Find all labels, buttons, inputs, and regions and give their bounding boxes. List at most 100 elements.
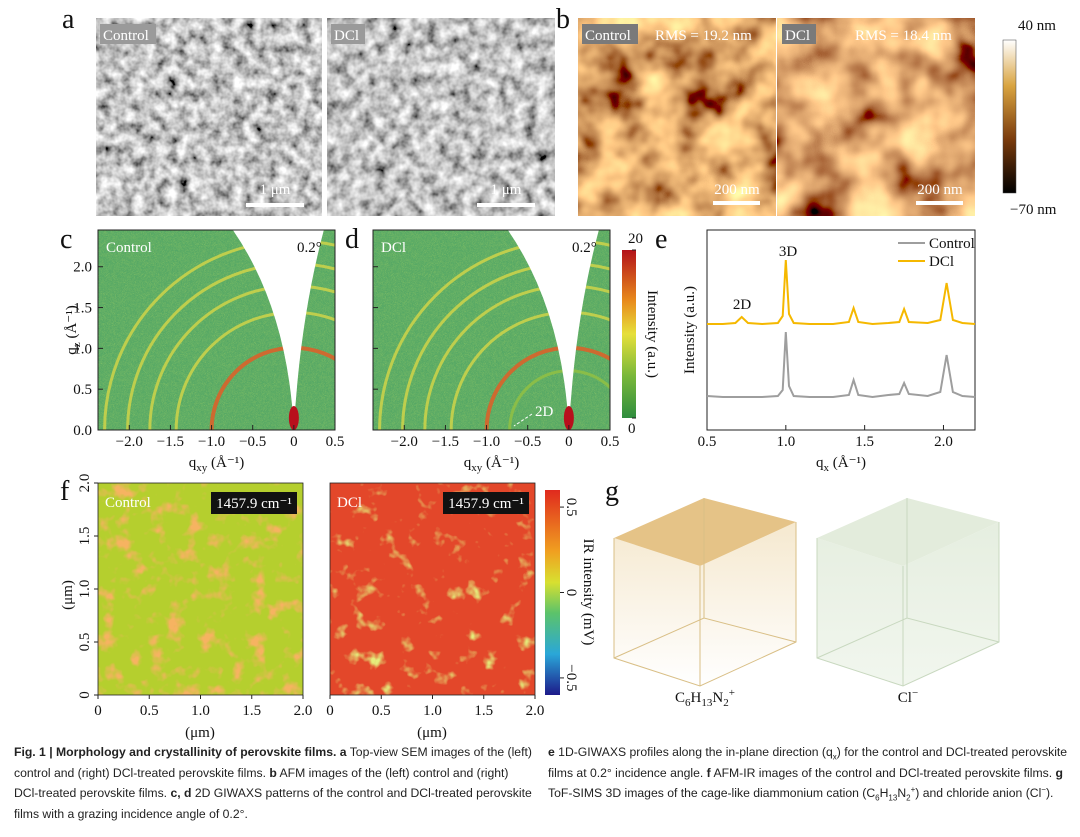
- caption-run: AFM images of the (left) control and (ri…: [14, 765, 509, 801]
- y-tick-label: 0.5: [73, 382, 92, 398]
- annotation-arrow: [513, 413, 533, 427]
- colorbar-label: 40 nm: [1018, 18, 1056, 34]
- caption-run: ) for the control and DCl-treated perovs…: [548, 745, 1068, 780]
- image-tag: DCl: [381, 240, 406, 256]
- axis-symbol: q: [816, 455, 824, 471]
- tag-box: [331, 24, 365, 44]
- scale-text: 1 μm: [260, 182, 291, 198]
- scale-text: 200 nm: [714, 182, 760, 198]
- colorbar-tick-label: −0.5: [563, 664, 579, 691]
- missing-wedge: [232, 230, 324, 430]
- y-axis-label: (μm): [60, 580, 76, 610]
- axis-symbol: q: [464, 455, 472, 471]
- image-tag: DCl: [785, 28, 810, 44]
- x-tick-label: 0: [326, 703, 334, 719]
- x-tick-label: 0: [94, 703, 102, 719]
- x-tick-label: 1.0: [423, 703, 442, 719]
- x-tick-label: 1.5: [474, 703, 493, 719]
- panel-label: f: [60, 476, 70, 507]
- y-tick-label: 0: [77, 691, 93, 699]
- x-tick-label: −1.5: [157, 434, 184, 450]
- x-tick-label: 0.5: [326, 434, 345, 450]
- formula-part: 6: [685, 697, 691, 709]
- x-axis-label: (μm): [417, 725, 447, 740]
- formula-part: −: [912, 687, 918, 699]
- axis-symbol: q: [189, 455, 197, 471]
- legend-label: DCl: [929, 254, 954, 270]
- formula-part: Cl: [898, 690, 912, 706]
- image-tag: DCl: [337, 495, 362, 511]
- colorbar-tick-label: 0.5: [563, 498, 579, 517]
- giwaxs-image: [373, 230, 610, 430]
- x-tick-label: 0: [290, 434, 298, 450]
- x-tick-label: 2.0: [526, 703, 545, 719]
- caption-run: a: [339, 745, 347, 759]
- x-axis-label: (μm): [185, 725, 215, 740]
- colorbar: [1002, 39, 1017, 194]
- caption-run: 6: [875, 793, 880, 803]
- annotation: 2D: [535, 404, 554, 420]
- x-tick-label: −2.0: [116, 434, 143, 450]
- x-tick-label: 1.5: [242, 703, 261, 719]
- wavenumber: 1457.9 cm⁻¹: [448, 496, 524, 512]
- caption-run: 1D-GIWAXS profiles along the in-plane di…: [554, 745, 833, 759]
- specular-spot: [288, 406, 299, 430]
- image-tag: DCl: [334, 28, 359, 44]
- x-tick-label: −1.5: [432, 434, 459, 450]
- caption-run: c, d: [170, 786, 192, 800]
- caption-run: 2D GIWAXS patterns of the control and DC…: [14, 786, 532, 821]
- dynamic-layer: Control 0.2°−2.0 −1.5 −1.0 −0.5 0 0.50.00.51.0…: [60, 229, 1000, 740]
- formula-part: C: [675, 690, 685, 706]
- x-tick-label: −2.0: [391, 434, 418, 450]
- colorbar-label: −70 nm: [1010, 202, 1057, 218]
- axis-subscript: xy: [471, 462, 483, 474]
- cube-body: [817, 522, 999, 686]
- x-tick-label: 0.5: [140, 703, 159, 719]
- x-tick-label: −1.0: [198, 434, 225, 450]
- y-tick-label: 0.0: [73, 423, 92, 439]
- colorbar-tick-label: 20: [628, 231, 643, 247]
- afm-image: [578, 18, 776, 216]
- data-line: [707, 259, 976, 326]
- x-tick-label: 2.0: [934, 434, 953, 450]
- x-tick-label: −0.5: [239, 434, 266, 450]
- caption-run: b: [269, 765, 277, 780]
- colorbar-tick-label: 0: [563, 589, 579, 597]
- legend-label: Control: [929, 236, 975, 252]
- cube-edges: [816, 498, 1000, 687]
- caption-run: AFM-IR images of the control and DCl-tre…: [710, 765, 1056, 780]
- panel-label: d: [345, 224, 359, 255]
- plot-frame: [706, 229, 976, 431]
- sem-image: [96, 18, 322, 216]
- rms-text: RMS = 18.4 nm: [855, 28, 952, 44]
- y-axis-label: Intensity (a.u.): [682, 286, 698, 374]
- axis-unit: (Å⁻¹): [207, 455, 244, 471]
- y-tick-label: 1.0: [73, 341, 92, 357]
- image-tag: Control: [106, 240, 152, 256]
- image-tag: Control: [585, 28, 631, 44]
- y-tick-label: 1.0: [77, 580, 93, 599]
- x-axis-label: qx (Å⁻¹): [816, 455, 866, 474]
- sem-image: [327, 18, 555, 216]
- x-tick-label: 1.0: [776, 434, 795, 450]
- rms-text: RMS = 19.2 nm: [655, 28, 752, 44]
- wavenumber: 1457.9 cm⁻¹: [216, 496, 292, 512]
- caption-run: 2: [906, 793, 911, 803]
- cube-body: [614, 522, 796, 686]
- scale-text: 1 μm: [491, 182, 522, 198]
- x-tick-label: −0.5: [514, 434, 541, 450]
- colorbar-tick-label: 0: [628, 421, 636, 437]
- caption-run: ToF-SIMS 3D images of the cage-like diam…: [548, 786, 876, 800]
- y-tick-label: 2.0: [73, 260, 92, 276]
- y-tick-label: 1.5: [77, 527, 93, 546]
- panel-label: c: [60, 224, 72, 255]
- angle-label: 0.2°: [572, 240, 597, 256]
- caption-run: −: [1041, 784, 1046, 794]
- ir-texture: [98, 483, 303, 695]
- wavenumber-box: [443, 492, 529, 514]
- y-tick-label: 2.0: [77, 474, 93, 493]
- formula-part: N: [712, 690, 723, 706]
- x-axis-label: qxy (Å⁻¹): [189, 455, 245, 474]
- y-axis-label: qz (Å⁻¹): [64, 305, 83, 354]
- data-line: [706, 331, 976, 399]
